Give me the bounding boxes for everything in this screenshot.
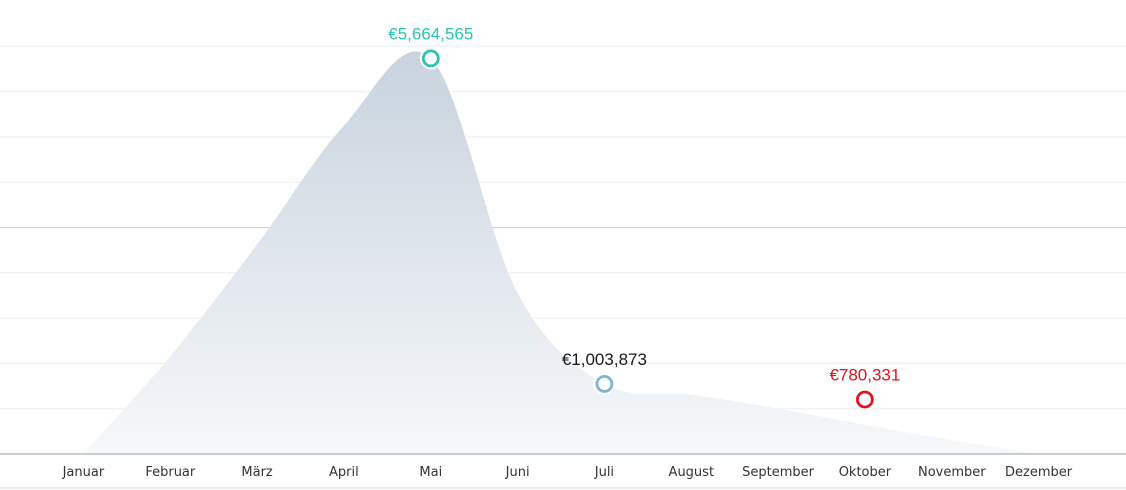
data-label: €5,664,565 [388,24,473,43]
x-tick-label: April [329,465,359,480]
area-series [83,51,1039,455]
x-tick-label: Mai [419,465,442,480]
x-tick-label: März [241,465,273,480]
data-point-marker[interactable] [856,390,874,409]
data-label: €780,331 [829,366,900,385]
highlight-markers: €5,664,565 €1,003,873 €780,331 [388,24,900,411]
data-label: €1,003,873 [562,350,647,369]
x-tick-label: Juni [505,465,530,480]
x-tick-label: Dezember [1005,465,1073,480]
x-tick-label: August [669,465,715,480]
x-tick-label: Juli [594,465,614,480]
x-axis-labels: Januar Februar März April Mai Juni Juli August S… [62,465,1073,480]
x-tick-label: Februar [145,465,196,480]
x-tick-label: September [742,465,815,480]
x-tick-label: Oktober [839,465,892,480]
x-tick-label: Januar [62,465,105,480]
data-point-marker[interactable] [421,49,440,68]
x-tick-label: November [918,465,986,480]
data-point-marker[interactable] [595,374,614,393]
